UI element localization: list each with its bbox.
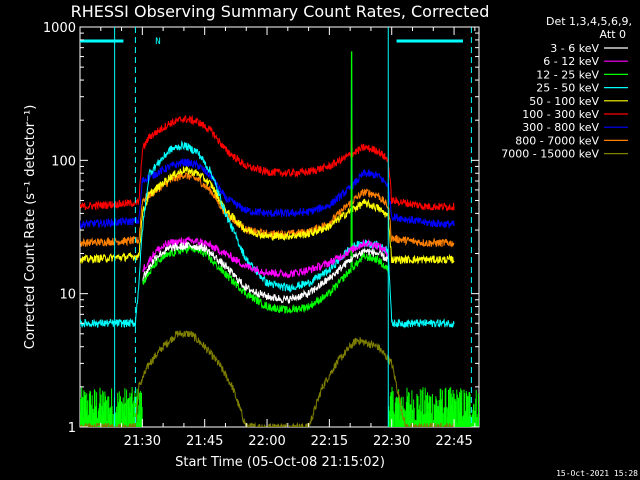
chart-title: RHESSI Observing Summary Count Rates, Co… [71, 2, 490, 21]
legend-label: 12 - 25 keV [536, 68, 599, 81]
legend-label: 25 - 50 keV [536, 82, 599, 95]
series-100-300-kev [80, 114, 455, 212]
legend-header-line-2: Att 0 [600, 28, 626, 41]
series-50-100-kev [80, 166, 455, 265]
y-tick-label: 100 [51, 154, 76, 169]
y-axis-label: Corrected Count Rate (s⁻¹ detector⁻¹) [23, 105, 38, 350]
legend-label: 300 - 800 keV [522, 121, 599, 134]
series-6-12-kev [142, 235, 389, 279]
x-tick-label: 22:15 [311, 434, 348, 449]
x-axis-label: Start Time (05-Oct-08 21:15:02) [175, 455, 385, 470]
y-tick-label: 10 [59, 288, 76, 303]
legend-label: 100 - 300 keV [522, 108, 599, 121]
legend-label: 800 - 7000 keV [515, 134, 599, 147]
x-tick-label: 22:45 [435, 434, 472, 449]
series-25-50-kev [80, 140, 455, 329]
legend-label: 7000 - 15000 keV [501, 148, 599, 161]
night-bar-label: N [155, 37, 160, 47]
series-300-800-kev [80, 79, 455, 230]
legend-header-line-1: Det 1,3,4,5,6,9, [546, 15, 632, 28]
x-tick-label: 21:30 [124, 434, 161, 449]
x-tick-label: 22:00 [248, 434, 285, 449]
legend-label: 3 - 6 keV [550, 42, 599, 55]
legend-label: 50 - 100 keV [529, 95, 599, 108]
x-tick-label: 22:30 [373, 434, 410, 449]
series-3-6-kev [142, 241, 389, 304]
footer-timestamp: 15-Oct-2021 15:28 [556, 469, 638, 478]
series-7000-15000-kev [80, 330, 455, 427]
legend-label: 6 - 12 keV [543, 55, 599, 68]
series-12-25kev-background [80, 386, 479, 427]
x-tick-label: 21:45 [186, 434, 223, 449]
y-tick-label: 1000 [43, 21, 76, 36]
y-tick-label: 1 [68, 421, 76, 436]
